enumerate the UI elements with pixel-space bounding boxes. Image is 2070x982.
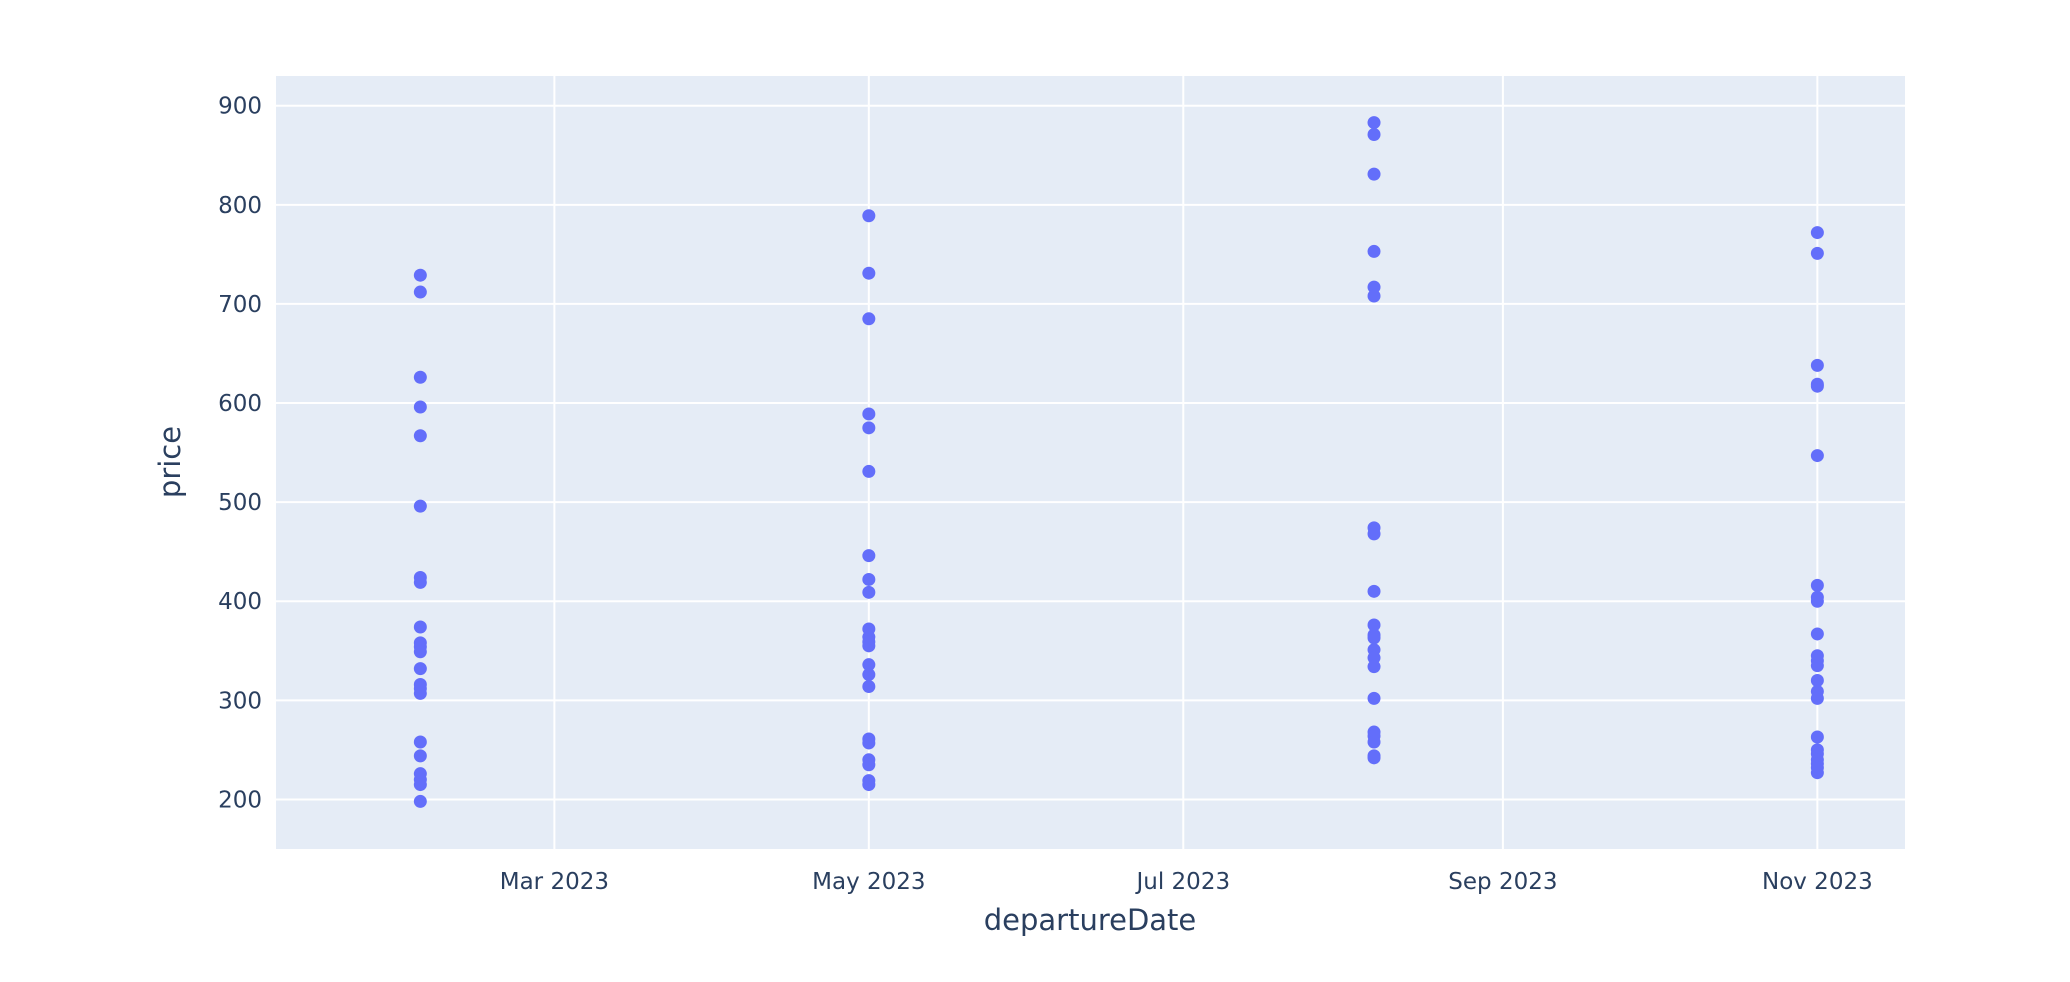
data-point[interactable]	[413, 268, 427, 282]
y-tick-label: 800	[218, 193, 262, 219]
data-point[interactable]	[1810, 594, 1824, 608]
y-tick-label: 900	[218, 94, 262, 120]
data-point[interactable]	[413, 794, 427, 808]
y-tick-label: 400	[218, 589, 262, 615]
data-point[interactable]	[862, 668, 876, 682]
data-point[interactable]	[1367, 651, 1381, 665]
data-point[interactable]	[862, 585, 876, 599]
data-point[interactable]	[413, 400, 427, 414]
y-tick-label: 200	[218, 787, 262, 813]
data-point[interactable]	[1367, 584, 1381, 598]
data-point[interactable]	[1367, 116, 1381, 130]
y-tick-label: 700	[218, 292, 262, 318]
data-point[interactable]	[862, 658, 876, 672]
data-point[interactable]	[1810, 449, 1824, 463]
data-point[interactable]	[1810, 358, 1824, 372]
data-point[interactable]	[1810, 627, 1824, 641]
data-point[interactable]	[862, 209, 876, 223]
data-point[interactable]	[1367, 527, 1381, 541]
data-point[interactable]	[1367, 618, 1381, 632]
data-point[interactable]	[413, 749, 427, 763]
x-tick-label: May 2023	[812, 869, 925, 895]
data-point[interactable]	[862, 464, 876, 478]
data-point[interactable]	[1810, 691, 1824, 705]
data-point[interactable]	[862, 736, 876, 750]
data-point[interactable]	[862, 407, 876, 421]
data-point[interactable]	[1367, 280, 1381, 294]
data-point[interactable]	[862, 312, 876, 326]
data-point[interactable]	[1367, 167, 1381, 181]
data-point[interactable]	[1367, 735, 1381, 749]
data-point[interactable]	[862, 778, 876, 792]
data-point[interactable]	[1810, 766, 1824, 780]
y-tick-label: 300	[218, 688, 262, 714]
data-point[interactable]	[413, 686, 427, 700]
data-point[interactable]	[1810, 674, 1824, 688]
data-point[interactable]	[1367, 631, 1381, 645]
y-tick-label: 500	[218, 490, 262, 516]
data-point[interactable]	[413, 645, 427, 659]
data-points	[413, 116, 1824, 808]
data-point[interactable]	[1367, 660, 1381, 674]
data-point[interactable]	[413, 429, 427, 443]
data-point[interactable]	[413, 499, 427, 513]
data-point[interactable]	[862, 421, 876, 435]
data-point[interactable]	[413, 575, 427, 589]
data-point[interactable]	[1810, 246, 1824, 260]
x-tick-label: Sep 2023	[1448, 869, 1557, 895]
plot-background	[276, 76, 1905, 849]
data-point[interactable]	[862, 639, 876, 653]
data-point[interactable]	[1367, 289, 1381, 303]
y-axis-title: price	[153, 426, 187, 498]
data-point[interactable]	[413, 620, 427, 634]
y-tick-label: 600	[218, 391, 262, 417]
data-point[interactable]	[1810, 379, 1824, 393]
data-point[interactable]	[1367, 691, 1381, 705]
x-tick-label: Mar 2023	[500, 869, 609, 895]
data-point[interactable]	[413, 370, 427, 384]
data-point[interactable]	[413, 285, 427, 299]
data-point[interactable]	[1810, 226, 1824, 240]
data-point[interactable]	[1367, 751, 1381, 765]
data-point[interactable]	[413, 735, 427, 749]
data-point[interactable]	[862, 758, 876, 772]
data-point[interactable]	[1810, 578, 1824, 592]
x-tick-label: Nov 2023	[1762, 869, 1873, 895]
data-point[interactable]	[862, 679, 876, 693]
data-point[interactable]	[1367, 127, 1381, 141]
data-point[interactable]	[862, 572, 876, 586]
data-point[interactable]	[1810, 659, 1824, 673]
y-axis-ticks: 200 300 400 500 600 700 800 900	[218, 94, 262, 814]
data-point[interactable]	[1810, 730, 1824, 744]
x-axis-ticks: Mar 2023 May 2023 Jul 2023 Sep 2023 Nov 2023	[500, 869, 1873, 895]
x-tick-label: Jul 2023	[1134, 869, 1230, 895]
data-point[interactable]	[1367, 244, 1381, 258]
data-point[interactable]	[862, 266, 876, 280]
data-point[interactable]	[862, 549, 876, 563]
data-point[interactable]	[413, 778, 427, 792]
data-point[interactable]	[413, 662, 427, 676]
x-axis-title: departureDate	[984, 903, 1197, 937]
grid-lines	[276, 76, 1905, 849]
